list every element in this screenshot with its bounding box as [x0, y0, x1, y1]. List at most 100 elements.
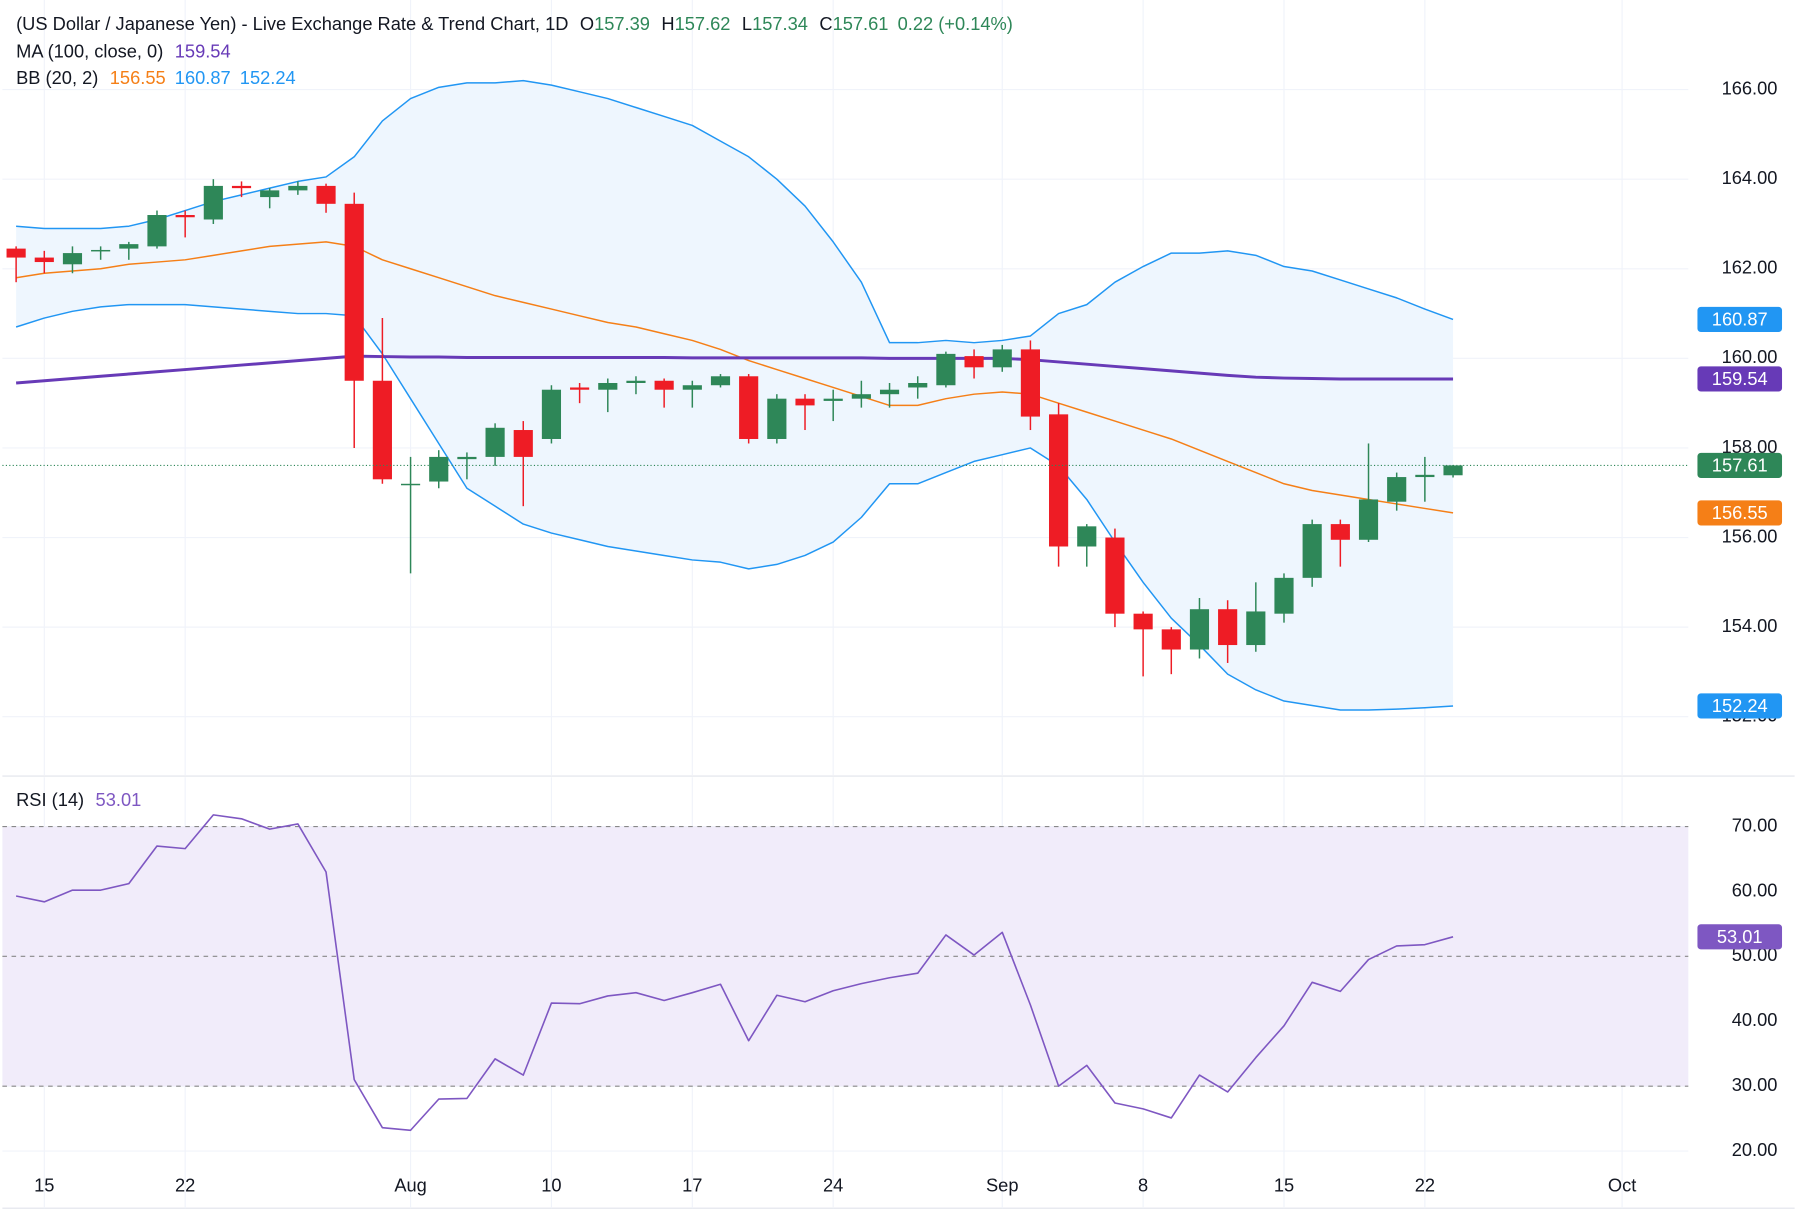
rsi-y-tick-label: 30.00 [1732, 1074, 1778, 1095]
ohlc-label: H [661, 13, 674, 34]
y-tick-label: 162.00 [1722, 257, 1778, 278]
price-badge [1697, 366, 1783, 392]
candle-body [851, 394, 871, 399]
candle-body [964, 356, 984, 368]
candle-body [344, 203, 364, 381]
change-value: 0.22 (+0.14%) [898, 13, 1013, 34]
candle-body [1133, 613, 1153, 630]
price-badge-label: 53.01 [1717, 926, 1763, 947]
price-badge [1697, 452, 1783, 478]
candle-body [1302, 524, 1322, 578]
chart-title: (US Dollar / Japanese Yen) - Live Exchan… [16, 13, 568, 34]
candle-body [795, 398, 815, 406]
candle-body [288, 185, 308, 191]
candle-body [1415, 474, 1435, 478]
legend-name: MA (100, close, 0) [16, 40, 163, 61]
candle-body [1387, 477, 1407, 502]
legend-name: BB (20, 2) [16, 67, 98, 88]
ohlc-label: C [819, 13, 832, 34]
candle-body [1246, 611, 1266, 646]
candle-body [513, 430, 533, 457]
candle-body [626, 380, 646, 383]
candle-body [62, 253, 83, 265]
candle-body [6, 248, 26, 258]
candle-body [231, 185, 252, 189]
y-tick-label: 158.00 [1722, 436, 1778, 457]
bollinger-lower [15, 303, 1454, 711]
y-tick-label: 154.00 [1722, 615, 1778, 636]
y-tick-label: 156.00 [1722, 525, 1778, 546]
candle-body [1358, 499, 1379, 540]
price-badge [1697, 500, 1783, 526]
x-tick-label: 15 [34, 1174, 54, 1195]
rsi-y-tick-label: 20.00 [1732, 1139, 1778, 1160]
candle-body [767, 398, 787, 439]
legend-value: 159.54 [175, 40, 231, 61]
price-badge-label: 159.54 [1712, 368, 1768, 389]
rsi-y-tick-label: 50.00 [1732, 944, 1778, 965]
candle-body [119, 244, 139, 249]
candle-body [682, 385, 702, 390]
candle-body [1105, 537, 1125, 614]
ma-legend: MA (100, close, 0) 159.54 [16, 40, 231, 61]
legend-value: 156.55 [110, 67, 166, 88]
price-badge-label: 157.61 [1712, 454, 1768, 475]
legend-name: RSI (14) [16, 789, 84, 810]
x-tick-label: Sep [986, 1174, 1019, 1195]
candle-body [260, 190, 280, 198]
ohlc-value: 157.62 [675, 13, 731, 34]
candle-body [485, 427, 505, 457]
candle-body [1274, 577, 1294, 614]
x-tick-label: Aug [394, 1174, 427, 1195]
candle-body [710, 376, 731, 386]
candle-body [908, 382, 928, 388]
candle-body [541, 389, 562, 439]
bollinger-upper [16, 79, 1454, 344]
y-tick-label: 160.00 [1722, 346, 1778, 367]
ohlc-label: L [742, 13, 752, 34]
candle-body [570, 387, 590, 390]
candle-body [175, 215, 195, 218]
ohlc-value: 157.34 [752, 13, 808, 34]
price-badge [1697, 924, 1783, 950]
rsi-y-tick-label: 60.00 [1732, 879, 1778, 900]
rsi-legend: RSI (14) 53.01 [16, 789, 141, 810]
candle-body [34, 257, 54, 263]
candle-body [1049, 414, 1069, 547]
candle-body [823, 398, 843, 401]
candle-body [1218, 609, 1238, 646]
candle-body [1161, 629, 1181, 650]
x-tick-label: Oct [1608, 1174, 1636, 1195]
candle-body [400, 483, 421, 486]
y-tick-label: 164.00 [1722, 167, 1778, 188]
candle-body [739, 376, 759, 439]
candle-body [1077, 526, 1097, 547]
price-badge [1697, 306, 1783, 332]
x-tick-label: 15 [1274, 1174, 1294, 1195]
chart-header: (US Dollar / Japanese Yen) - Live Exchan… [16, 13, 1013, 34]
x-tick-label: 22 [175, 1174, 195, 1195]
candle-body [1330, 524, 1350, 540]
candle-body [372, 380, 392, 480]
x-tick-label: 10 [541, 1174, 561, 1195]
bollinger-basis [15, 241, 1454, 514]
legend-value: 152.24 [240, 67, 296, 88]
bollinger-fill [16, 80, 1454, 710]
x-tick-label: 22 [1415, 1174, 1435, 1195]
candle-body [879, 389, 900, 395]
price-badge-label: 156.55 [1712, 502, 1768, 523]
candle-body [936, 353, 956, 386]
x-tick-label: 8 [1138, 1174, 1148, 1195]
candle-body [598, 382, 618, 390]
candle-body [147, 215, 167, 247]
price-badge [1697, 693, 1783, 719]
candle-body [1020, 349, 1040, 417]
ohlc-value: 157.39 [594, 13, 650, 34]
legend-value: 160.87 [175, 67, 231, 88]
rsi-y-tick-label: 40.00 [1732, 1009, 1778, 1030]
x-tick-label: 17 [682, 1174, 702, 1195]
candle-body [1189, 609, 1210, 650]
candle-body [1443, 465, 1463, 476]
